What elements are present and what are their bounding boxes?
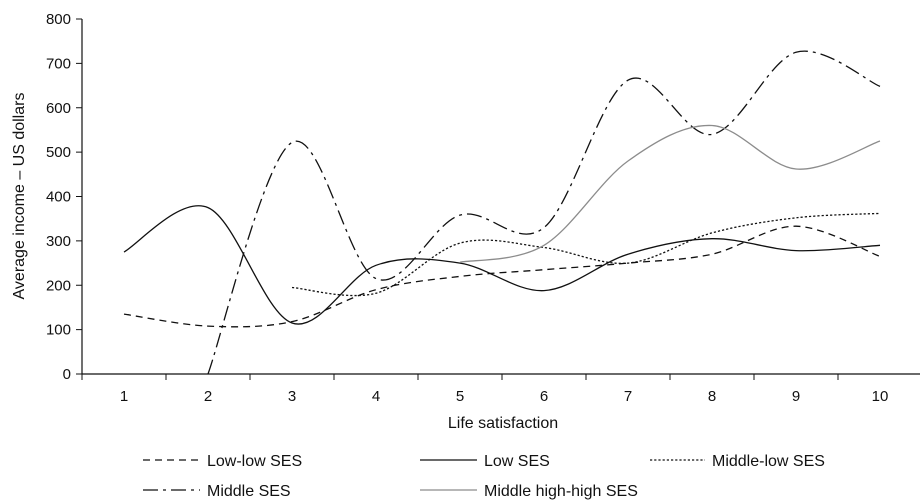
y-tick-label: 300 — [46, 233, 71, 250]
legend-label-middle-high-high-ses: Middle high-high SES — [484, 483, 638, 500]
x-tick-label: 7 — [624, 388, 632, 405]
legend-label-low-low-ses: Low-low SES — [207, 453, 302, 470]
x-tick-label: 4 — [372, 388, 380, 405]
x-tick-label: 9 — [792, 388, 800, 405]
x-tick-label: 8 — [708, 388, 716, 405]
y-tick-label: 100 — [46, 322, 71, 339]
y-axis-title: Average income – US dollars — [11, 93, 28, 300]
y-tick-label: 0 — [63, 366, 71, 383]
series-line-low-ses — [123, 205, 881, 325]
series-line-low-low-ses — [123, 225, 881, 328]
x-axis-title: Life satisfaction — [448, 415, 558, 432]
legend-label-middle-ses: Middle SES — [207, 483, 291, 500]
y-tick-label: 400 — [46, 189, 71, 206]
y-tick-label: 500 — [46, 144, 71, 161]
y-tick-label: 600 — [46, 100, 71, 117]
y-tick-label: 700 — [46, 55, 71, 72]
series-line-middle-low-ses — [291, 212, 881, 297]
x-tick-label: 1 — [120, 388, 128, 405]
legend-label-low-ses: Low SES — [484, 453, 550, 470]
axes: 0 100 200 300 400 500 600 700 800 1 2 3 4 5 6 7 8 9 10 — [46, 11, 920, 405]
x-tick-label: 3 — [288, 388, 296, 405]
x-tick-label: 5 — [456, 388, 464, 405]
x-tick-label: 2 — [204, 388, 212, 405]
series-line-middle-high-high-ses — [459, 124, 881, 263]
y-tick-label: 800 — [46, 11, 71, 28]
series-line-middle-ses — [207, 50, 881, 375]
series-group — [123, 50, 881, 375]
legend-label-middle-low-ses: Middle-low SES — [712, 453, 825, 470]
x-tick-label: 10 — [872, 388, 889, 405]
x-tick-label: 6 — [540, 388, 548, 405]
y-tick-label: 200 — [46, 277, 71, 294]
legend: Low-low SES Low SES Middle-low SES Middle S… — [143, 453, 825, 500]
